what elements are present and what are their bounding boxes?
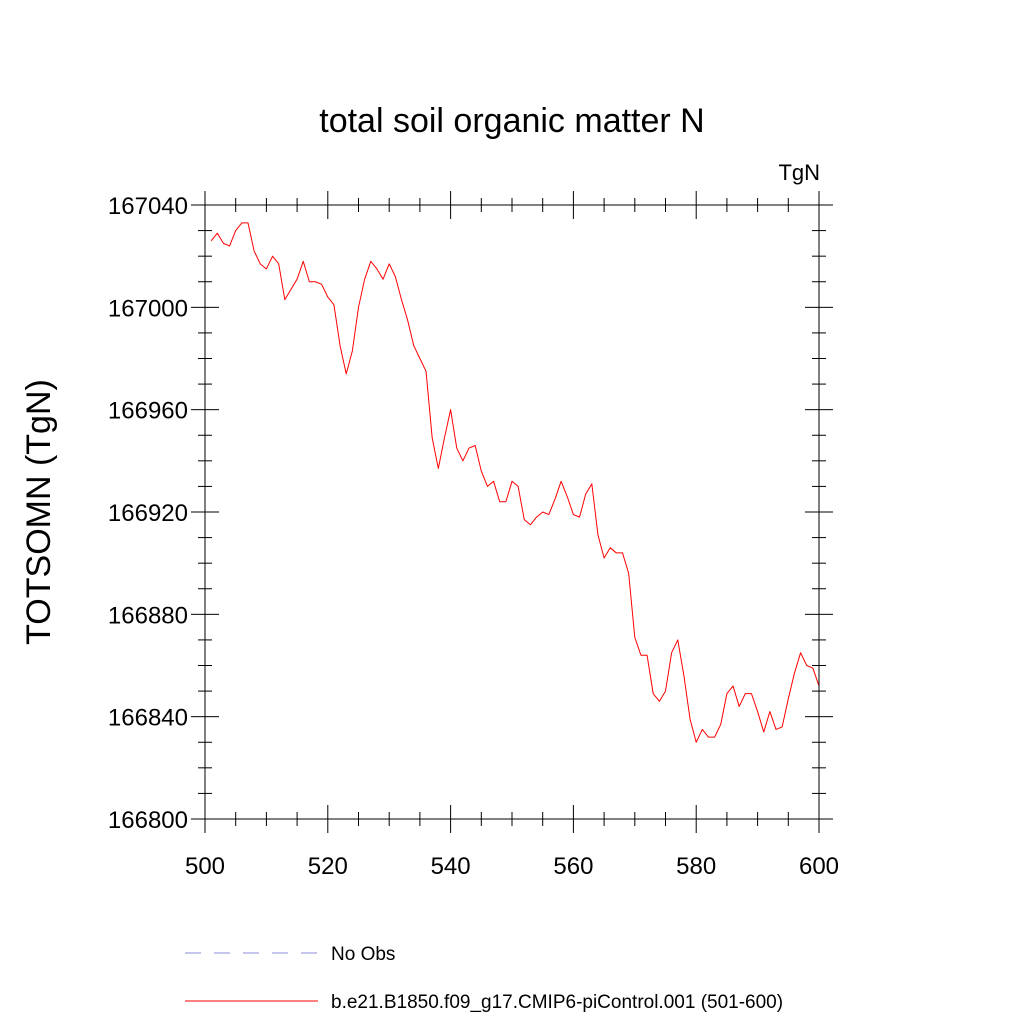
legend-label-picontrol: b.e21.B1850.f09_g17.CMIP6-piControl.001 …	[331, 992, 783, 1013]
plot-frame	[204, 204, 820, 820]
y-axis-label: TOTSOMN (TgN)	[20, 379, 58, 645]
series-lines	[210, 222, 820, 743]
axis-tick-labels: 500 520 540 560 580 600 166800 166840 166880 1669…	[108, 193, 839, 880]
legend: No Obs b.e21.B1850.f09_g17.CMIP6-piContr…	[185, 944, 783, 1013]
chart-title: total soil organic matter N	[319, 102, 705, 140]
units-label: TgN	[778, 160, 820, 185]
y-tick-label: 166880	[108, 602, 188, 629]
y-tick-label: 167040	[108, 193, 188, 220]
axis-ticks	[191, 191, 833, 833]
series-line-0	[210, 222, 820, 743]
legend-label-no-obs: No Obs	[331, 944, 395, 965]
y-tick-label: 166800	[108, 807, 188, 834]
x-tick-label: 580	[676, 853, 716, 880]
x-tick-label: 500	[185, 853, 225, 880]
x-tick-label: 600	[799, 853, 839, 880]
x-tick-label: 560	[553, 853, 593, 880]
y-tick-label: 166840	[108, 705, 188, 732]
y-tick-label: 166960	[108, 398, 188, 425]
y-tick-label: 166920	[108, 500, 188, 527]
x-tick-label: 520	[308, 853, 348, 880]
y-tick-label: 167000	[108, 295, 188, 322]
x-tick-label: 540	[431, 853, 471, 880]
